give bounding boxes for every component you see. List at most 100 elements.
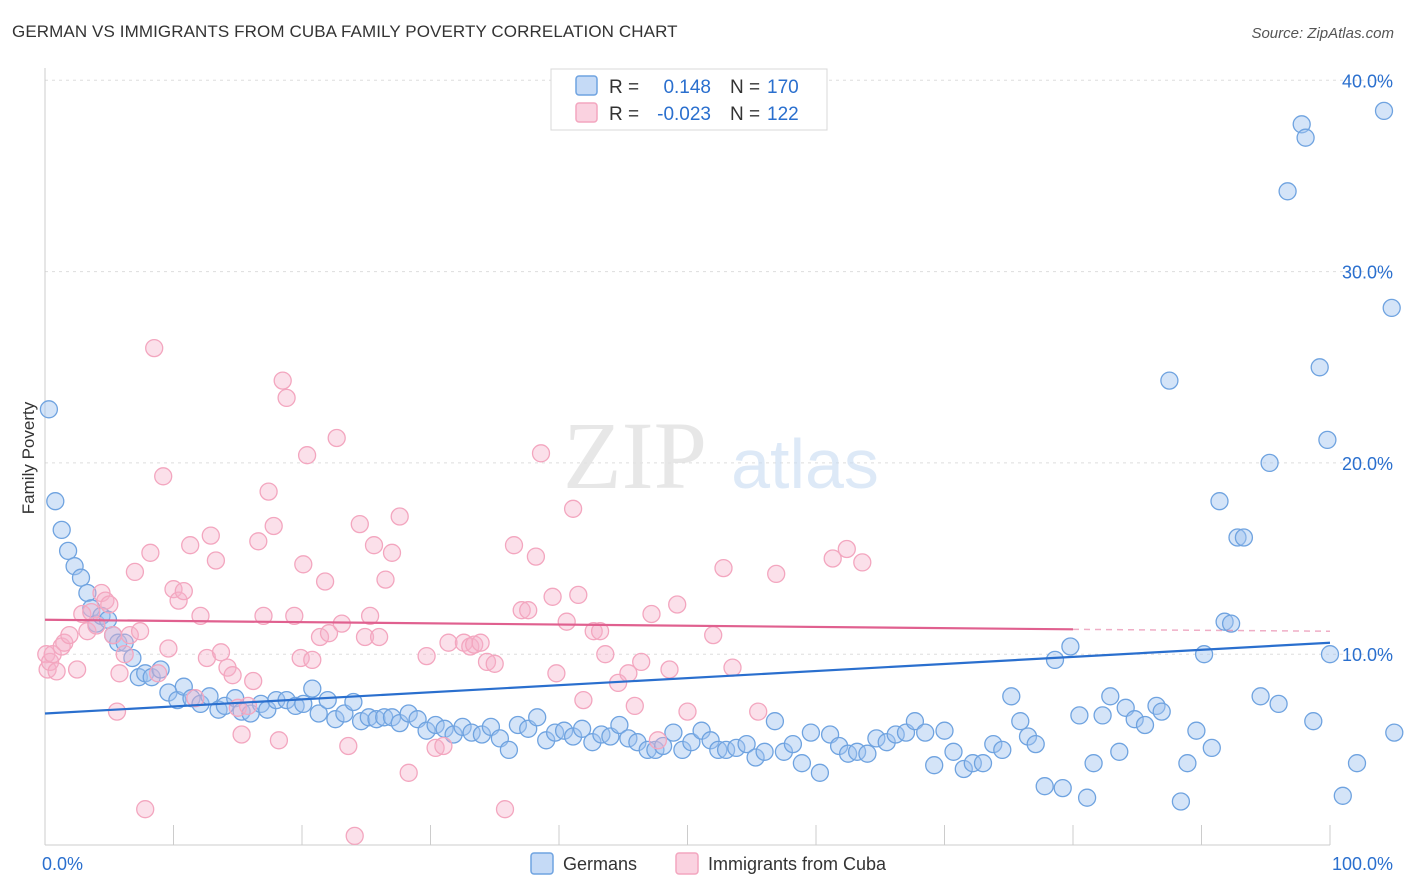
cuba-point: [369, 627, 389, 647]
germans-point: [1084, 754, 1103, 773]
cuba-point: [103, 625, 123, 645]
cuba-point: [211, 643, 231, 662]
cuba-point: [319, 624, 339, 643]
cuba-point: [244, 671, 263, 691]
cuba-point: [382, 543, 402, 562]
cuba-point: [399, 763, 418, 782]
legend-n-label: N =: [730, 77, 760, 98]
germans-point: [1035, 777, 1054, 796]
cuba-point: [303, 650, 322, 670]
watermark-zip: ZIP: [563, 402, 707, 509]
germans-point: [1202, 738, 1221, 758]
chart-title: GERMAN VS IMMIGRANTS FROM CUBA FAMILY PO…: [12, 22, 678, 41]
germans-point: [545, 723, 565, 742]
germans-point: [572, 719, 592, 738]
cuba-point: [206, 551, 226, 570]
cuba-point: [174, 581, 193, 601]
germans-point: [792, 754, 812, 773]
cuba-point: [714, 558, 733, 578]
germans-point: [39, 400, 59, 419]
germans-point: [46, 492, 65, 511]
cuba-point: [574, 690, 593, 710]
germans-point: [1269, 694, 1288, 714]
cuba-point: [238, 696, 258, 716]
germans-point: [1221, 614, 1241, 633]
cuba-point: [285, 606, 304, 626]
cuba-point: [273, 371, 292, 390]
legend-n-label: N =: [730, 104, 760, 125]
cuba-point: [390, 507, 409, 526]
cuba-point: [107, 702, 127, 721]
germans-point: [426, 715, 445, 735]
germans-point: [1026, 734, 1045, 754]
germans-point: [1178, 754, 1197, 773]
germans-point: [905, 712, 925, 731]
source-label: Source: ZipAtlas.com: [1251, 25, 1394, 42]
cuba-point: [767, 564, 786, 584]
cuba-point: [355, 627, 375, 647]
germans-point: [746, 748, 765, 767]
germans-point: [1374, 101, 1394, 121]
series-germans: [39, 101, 1404, 811]
cuba-point: [47, 662, 66, 681]
cuba-point: [148, 664, 168, 683]
y-axis-label: Family Poverty: [19, 401, 38, 514]
cuba-point: [350, 514, 369, 534]
cuba-point: [434, 736, 453, 756]
cuba-point: [130, 622, 150, 641]
x-tick-label: 0.0%: [42, 854, 83, 874]
cuba-point: [186, 689, 205, 708]
x-tick-labels: 0.0% 100.0%: [42, 854, 1393, 874]
germans-point: [867, 729, 886, 748]
germans-point: [303, 679, 322, 698]
germans-point: [309, 704, 328, 723]
cuba-point: [465, 635, 484, 654]
germans-point: [1228, 528, 1247, 547]
germans-point: [1147, 696, 1166, 716]
germans-point: [318, 690, 337, 710]
germans-point: [935, 721, 954, 740]
cuba-point: [648, 731, 668, 750]
cuba-trend-line-extension: [1072, 628, 1331, 632]
cuba-point: [145, 338, 164, 358]
cuba-point: [823, 549, 842, 568]
cuba-point: [249, 532, 268, 551]
watermark-atlas: atlas: [731, 425, 879, 503]
legend-swatch-germans: [575, 75, 598, 96]
bottom-legend-swatch-cuba: [675, 852, 699, 875]
germans-point: [1077, 788, 1097, 807]
cuba-point: [120, 625, 139, 645]
germans-point: [554, 721, 574, 740]
cuba-point: [264, 516, 283, 536]
germans-point: [765, 712, 785, 731]
cuba-point: [668, 595, 687, 614]
grid-lines: [45, 79, 1392, 655]
germans-point: [1045, 650, 1065, 670]
germans-point: [508, 715, 528, 735]
germans-point: [727, 738, 746, 758]
cuba-point: [660, 660, 679, 679]
bottom-legend-swatch-germans: [530, 852, 554, 875]
cuba-point: [259, 482, 278, 501]
germans-point: [1011, 712, 1030, 731]
cuba-point: [254, 606, 273, 626]
germans-point: [963, 754, 982, 773]
y-tick-labels: 10.0% 20.0% 30.0% 40.0%: [1342, 71, 1393, 665]
cuba-point: [632, 652, 651, 672]
germans-point: [58, 541, 78, 561]
germans-point: [499, 740, 519, 760]
cuba-point: [590, 622, 610, 641]
cuba-point: [67, 660, 87, 679]
germans-point: [682, 733, 701, 752]
germans-point: [1333, 786, 1352, 805]
germans-point: [1135, 715, 1155, 735]
germans-point: [984, 734, 1003, 754]
cuba-trend-line: [44, 618, 1074, 631]
germans-point: [610, 715, 629, 735]
bottom-legend: Germans Immigrants from Cuba: [530, 852, 887, 875]
germans-point: [1061, 637, 1080, 656]
legend-swatch-cuba: [575, 102, 598, 123]
cuba-point: [291, 648, 310, 668]
germans-point: [1210, 492, 1229, 511]
